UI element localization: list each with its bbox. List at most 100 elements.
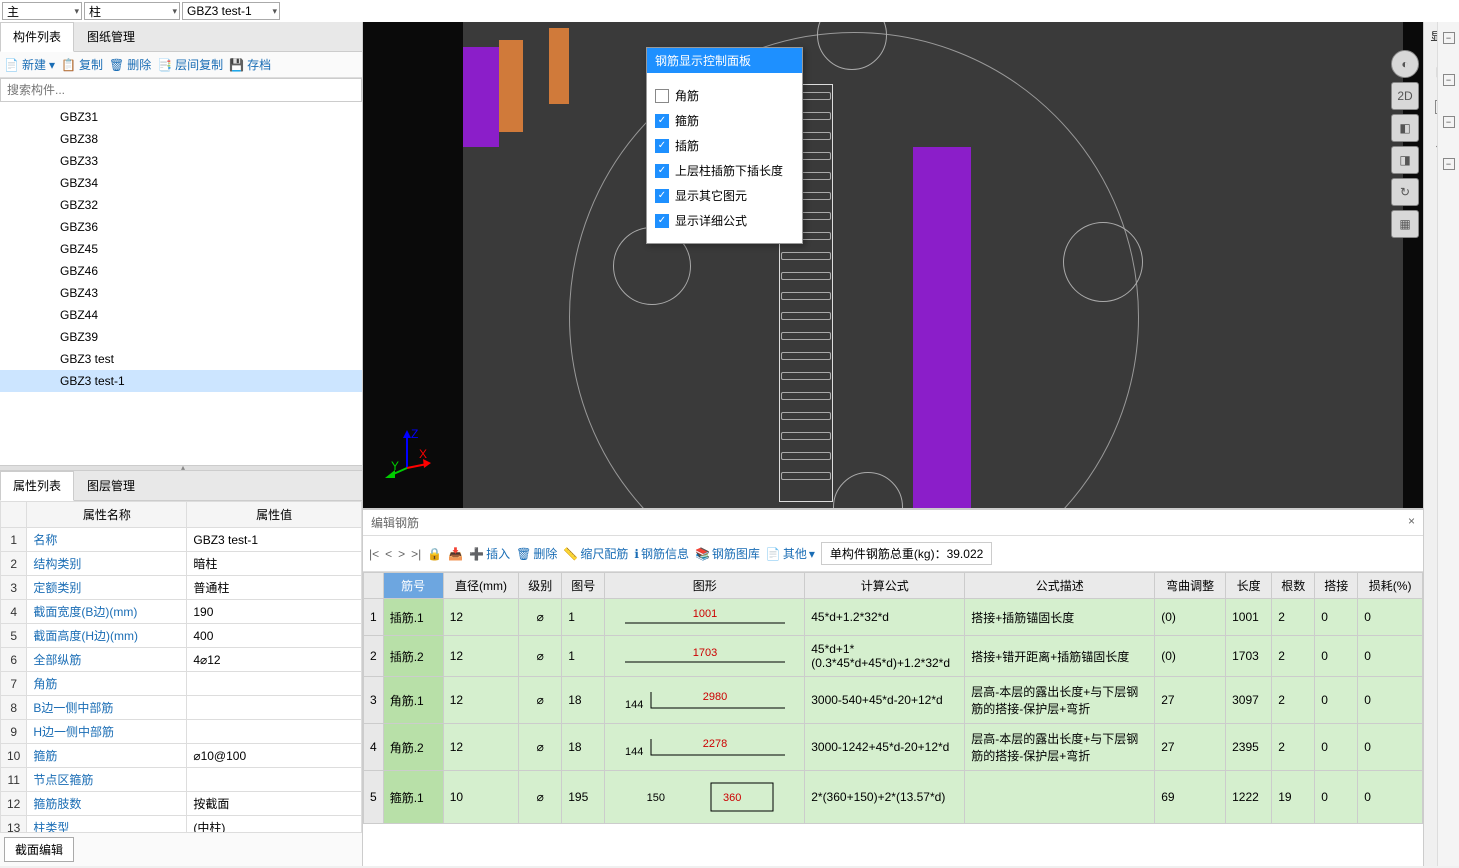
component-item[interactable]: GBZ43 bbox=[0, 282, 362, 304]
rebar-desc[interactable]: 搭接+错开距离+插筋锚固长度 bbox=[965, 636, 1155, 677]
rebar-level[interactable]: ⌀ bbox=[519, 724, 562, 771]
rebar-loss[interactable]: 0 bbox=[1358, 599, 1423, 636]
rebar-code[interactable]: 1 bbox=[562, 636, 605, 677]
prop-name[interactable]: 角筋 bbox=[27, 672, 187, 696]
rebar-name[interactable]: 插筋.1 bbox=[383, 599, 443, 636]
rebar-bend[interactable]: 27 bbox=[1155, 677, 1226, 724]
nav-first-icon[interactable]: |< bbox=[369, 547, 379, 561]
rebar-grid[interactable]: 筋号直径(mm)级别图号图形计算公式公式描述弯曲调整长度根数搭接损耗(%) 1 … bbox=[363, 572, 1423, 866]
rebar-len[interactable]: 3097 bbox=[1226, 677, 1272, 724]
rebar-bend[interactable]: 69 bbox=[1155, 771, 1226, 824]
checkbox[interactable] bbox=[655, 89, 669, 103]
checkbox[interactable]: ✓ bbox=[655, 114, 669, 128]
rebar-code[interactable]: 18 bbox=[562, 677, 605, 724]
rebar-len[interactable]: 2395 bbox=[1226, 724, 1272, 771]
rebar-desc[interactable] bbox=[965, 771, 1155, 824]
rebar-name[interactable]: 角筋.1 bbox=[383, 677, 443, 724]
rebar-header[interactable]: 图号 bbox=[562, 573, 605, 599]
component-item[interactable]: GBZ38 bbox=[0, 128, 362, 150]
collapse-icon[interactable]: − bbox=[1443, 32, 1455, 44]
prop-name[interactable]: B边一侧中部筋 bbox=[27, 696, 187, 720]
rebar-header[interactable]: 根数 bbox=[1272, 573, 1315, 599]
property-grid[interactable]: 属性名称 属性值 1 名称 GBZ3 test-12 结构类别 暗柱3 定额类别… bbox=[0, 501, 362, 832]
rebar-lap[interactable]: 0 bbox=[1315, 677, 1358, 724]
prop-value[interactable]: 普通柱 bbox=[187, 576, 362, 600]
prop-value[interactable]: ⌀10@100 bbox=[187, 744, 362, 768]
delete-button[interactable]: 🗑 删除 bbox=[109, 56, 151, 73]
component-item[interactable]: GBZ36 bbox=[0, 216, 362, 238]
collapse-icon-4[interactable]: − bbox=[1443, 158, 1455, 170]
viewport-3d[interactable]: Z X Y ◐ 2D ◧ ◨ ↻ ▦ bbox=[363, 22, 1423, 508]
prop-name[interactable]: 全部纵筋 bbox=[27, 648, 187, 672]
rebar-bend[interactable]: 27 bbox=[1155, 724, 1226, 771]
rebar-shape[interactable]: 150360 bbox=[605, 771, 805, 824]
rebar-len[interactable]: 1001 bbox=[1226, 599, 1272, 636]
rebar-level[interactable]: ⌀ bbox=[519, 677, 562, 724]
nav-prev-icon[interactable]: < bbox=[385, 547, 392, 561]
rebar-dia[interactable]: 12 bbox=[443, 724, 519, 771]
rebar-bend[interactable]: (0) bbox=[1155, 599, 1226, 636]
floor-copy-button[interactable]: 📑 层间复制 bbox=[157, 56, 223, 73]
rebar-desc[interactable]: 搭接+插筋锚固长度 bbox=[965, 599, 1155, 636]
rebar-header[interactable]: 搭接 bbox=[1315, 573, 1358, 599]
rebar-level[interactable]: ⌀ bbox=[519, 599, 562, 636]
rebar-code[interactable]: 195 bbox=[562, 771, 605, 824]
rebar-count[interactable]: 2 bbox=[1272, 724, 1315, 771]
rebar-name[interactable]: 插筋.2 bbox=[383, 636, 443, 677]
prop-value[interactable]: 暗柱 bbox=[187, 552, 362, 576]
rebar-lap[interactable]: 0 bbox=[1315, 636, 1358, 677]
rebar-formula[interactable]: 3000-1242+45*d-20+12*d bbox=[805, 724, 965, 771]
collapse-icon-3[interactable]: − bbox=[1443, 116, 1455, 128]
library-button[interactable]: 📚 钢筋图库 bbox=[695, 545, 760, 562]
prop-value[interactable]: 4⌀12 bbox=[187, 648, 362, 672]
delete-rebar-button[interactable]: 🗑 删除 bbox=[516, 545, 557, 562]
view-nav-icon[interactable]: ◐ bbox=[1391, 50, 1419, 78]
rebar-count[interactable]: 2 bbox=[1272, 599, 1315, 636]
prop-name[interactable]: 截面宽度(B边)(mm) bbox=[27, 600, 187, 624]
rebar-header[interactable]: 图形 bbox=[605, 573, 805, 599]
view-cube-icon[interactable]: ◧ bbox=[1391, 114, 1419, 142]
collapse-icon-2[interactable]: − bbox=[1443, 74, 1455, 86]
rebar-lap[interactable]: 0 bbox=[1315, 724, 1358, 771]
dropdown-3[interactable]: GBZ3 test-1 bbox=[182, 2, 280, 20]
lock-icon[interactable]: 🔒 bbox=[427, 547, 442, 561]
prop-value[interactable] bbox=[187, 768, 362, 792]
component-item[interactable]: GBZ3 test-1 bbox=[0, 370, 362, 392]
rebar-header[interactable]: 计算公式 bbox=[805, 573, 965, 599]
horizontal-splitter[interactable] bbox=[0, 465, 362, 471]
rebar-shape[interactable]: 1442980 bbox=[605, 677, 805, 724]
tab-property-list[interactable]: 属性列表 bbox=[0, 471, 74, 501]
rebar-header[interactable]: 弯曲调整 bbox=[1155, 573, 1226, 599]
rebar-loss[interactable]: 0 bbox=[1358, 724, 1423, 771]
prop-name[interactable]: 节点区箍筋 bbox=[27, 768, 187, 792]
view-rotate-icon[interactable]: ↻ bbox=[1391, 178, 1419, 206]
checkbox[interactable]: ✓ bbox=[655, 214, 669, 228]
view-grid-icon[interactable]: ▦ bbox=[1391, 210, 1419, 238]
prop-name[interactable]: 箍筋肢数 bbox=[27, 792, 187, 816]
rebar-header[interactable]: 损耗(%) bbox=[1358, 573, 1423, 599]
scale-button[interactable]: 📏 缩尺配筋 bbox=[563, 545, 628, 562]
prop-value[interactable]: 190 bbox=[187, 600, 362, 624]
rebar-shape[interactable]: 1703 bbox=[605, 636, 805, 677]
prop-value[interactable]: 按截面 bbox=[187, 792, 362, 816]
dropdown-1[interactable]: 主 bbox=[2, 2, 82, 20]
rebar-desc[interactable]: 层高-本层的露出长度+与下层钢筋的搭接-保护层+弯折 bbox=[965, 724, 1155, 771]
rebar-loss[interactable]: 0 bbox=[1358, 771, 1423, 824]
rebar-loss[interactable]: 0 bbox=[1358, 677, 1423, 724]
rebar-count[interactable]: 19 bbox=[1272, 771, 1315, 824]
component-item[interactable]: GBZ32 bbox=[0, 194, 362, 216]
prop-name[interactable]: 定额类别 bbox=[27, 576, 187, 600]
rebar-formula[interactable]: 3000-540+45*d-20+12*d bbox=[805, 677, 965, 724]
prop-name[interactable]: 箍筋 bbox=[27, 744, 187, 768]
other-button[interactable]: 📄 其他 ▾ bbox=[766, 545, 815, 562]
rebar-code[interactable]: 18 bbox=[562, 724, 605, 771]
close-icon[interactable]: × bbox=[1408, 514, 1415, 531]
prop-value[interactable]: (中柱) bbox=[187, 816, 362, 833]
rebar-formula[interactable]: 45*d+1.2*32*d bbox=[805, 599, 965, 636]
prop-name[interactable]: 柱类型 bbox=[27, 816, 187, 833]
rebar-lap[interactable]: 0 bbox=[1315, 599, 1358, 636]
info-button[interactable]: ℹ 钢筋信息 bbox=[634, 545, 689, 562]
prop-name[interactable]: 结构类别 bbox=[27, 552, 187, 576]
nav-next-icon[interactable]: > bbox=[398, 547, 405, 561]
checkbox[interactable]: ✓ bbox=[655, 139, 669, 153]
